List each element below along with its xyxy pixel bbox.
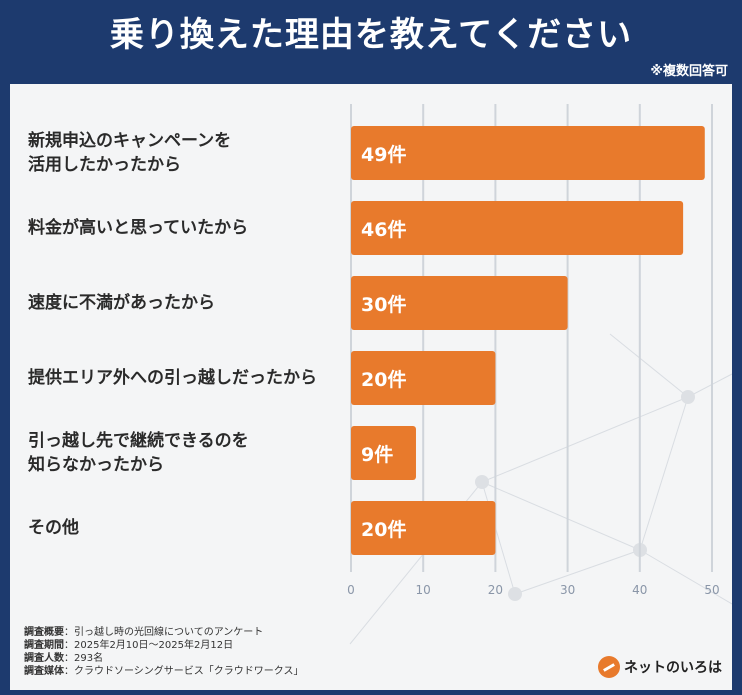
bar-2 <box>351 276 568 330</box>
bar-3 <box>351 351 496 405</box>
footer-line-count: 調査人数：293名 <box>24 653 104 664</box>
bar-value-label-5: 20件 <box>361 518 406 541</box>
survey-footer: 調査概要：引っ越し時の光回線についてのアンケート 調査期間：2025年2月10日… <box>24 626 304 678</box>
bar-value-label-2: 30件 <box>361 293 406 316</box>
brand-logo-icon <box>598 656 620 678</box>
x-tick-label-30: 30 <box>560 583 575 597</box>
bar-4 <box>351 426 416 480</box>
bar-chart: 0 10 20 30 40 50 49件 46件 30件 20件 9件 20件 <box>347 104 720 597</box>
chart-panel: 0 10 20 30 40 50 49件 46件 30件 20件 9件 20件 新規申込のキャンペーン… <box>10 84 732 690</box>
bar-value-label-0: 49件 <box>361 143 406 166</box>
bar-5 <box>351 501 496 555</box>
category-label-2: 速度に不満があったから <box>28 293 215 313</box>
brand-logo-text: ネットのいろは <box>624 660 722 676</box>
footer-line-period: 調査期間：2025年2月10日〜2025年2月12日 <box>24 640 234 651</box>
bar-value-label-3: 20件 <box>361 368 406 391</box>
x-tick-label-20: 20 <box>488 583 503 597</box>
category-label-5: その他 <box>28 518 79 538</box>
bar-value-label-1: 46件 <box>361 218 406 241</box>
x-tick-label-40: 40 <box>632 583 647 597</box>
footer-line-media: 調査媒体：クラウドソーシングサービス「クラウドワークス」 <box>24 666 304 677</box>
category-label-4: 引っ越し先で継続できるのを 知らなかったから <box>28 431 249 475</box>
category-label-0: 新規申込のキャンペーンを 活用したかったから <box>28 131 232 175</box>
footer-line-overview: 調査概要：引っ越し時の光回線についてのアンケート <box>24 627 264 638</box>
bar-1 <box>351 201 684 255</box>
bar-0 <box>351 126 705 180</box>
bar-value-label-4: 9件 <box>361 443 393 466</box>
x-tick-label-10: 10 <box>416 583 431 597</box>
category-label-3: 提供エリア外への引っ越しだったから <box>28 368 317 388</box>
multiple-answer-note: ※複数回答可 <box>650 64 728 79</box>
x-tick-label-50: 50 <box>704 583 719 597</box>
page-title: 乗り換えた理由を教えてください <box>109 14 633 55</box>
brand-logo: ネットのいろは <box>598 656 722 678</box>
category-label-1: 料金が高いと思っていたから <box>28 218 249 238</box>
x-tick-label-0: 0 <box>347 583 355 597</box>
